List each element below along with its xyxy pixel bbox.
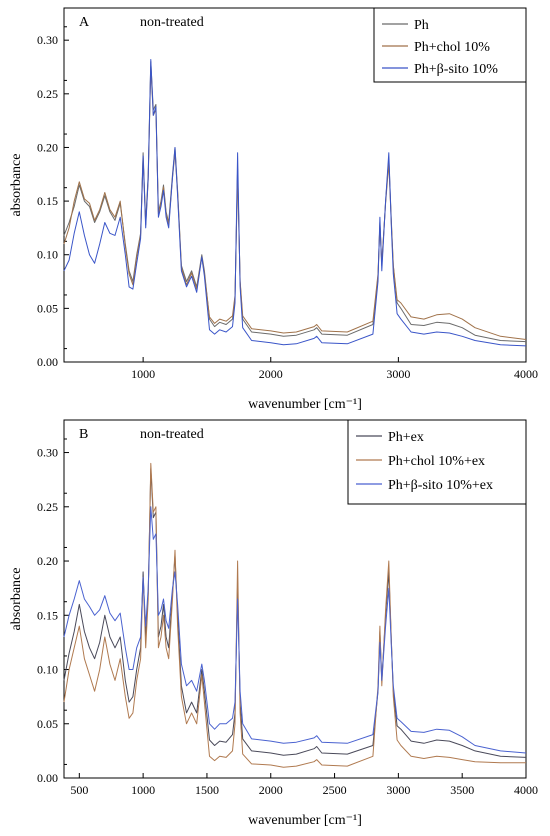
panel-annotation: non-treated [140,427,204,442]
series-line-1 [63,61,527,343]
x-tick-label: 4000 [514,783,538,797]
chart-panel-a: 0.00 0.05 0.10 0.15 0.20 0.25 0.30 1000 2000 3000… [9,7,538,412]
plot-frame [63,419,527,779]
legend-box [373,7,527,83]
x-axis-title: wavenumber [cm⁻¹] [248,813,362,828]
legend-entry: Ph+β-sito 10% [414,62,498,77]
y-axis-title: absorbance [9,568,24,631]
x-tick-label: 500 [70,783,88,797]
x-tick-label: 2000 [259,367,283,381]
x-tick-label: 1000 [131,783,155,797]
series-line-3 [63,506,527,754]
y-tick-label: 0.05 [37,717,58,731]
y-tick-label: 0.00 [37,355,58,369]
x-tick-label: 4000 [514,367,538,381]
chart-panel-b: 0.00 0.05 0.10 0.15 0.20 0.25 0.30 500 1000 1500 2… [9,419,538,828]
y-axis-title: absorbance [9,154,24,217]
y-tick-label: 0.10 [37,248,58,262]
series-line-2 [63,462,526,768]
x-tick-label: 2500 [323,783,347,797]
panel-label: B [79,427,88,442]
plot-frame [63,7,527,363]
panel-label: A [79,15,90,30]
series-line-1 [63,468,527,758]
y-tick-label: 0.15 [37,608,58,622]
x-axis-title: wavenumber [cm⁻¹] [248,397,362,412]
legend-entry: Ph [414,18,429,33]
y-tick-label: 0.30 [37,33,58,47]
series-line-2 [63,66,527,340]
x-tick-label: 2000 [259,783,283,797]
y-tick-label: 0.10 [37,663,58,677]
y-tick-label: 0.30 [37,446,58,460]
legend-box [347,419,527,505]
y-tick-label: 0.25 [37,500,58,514]
y-tick-label: 0.20 [37,554,58,568]
y-tick-label: 0.05 [37,301,58,315]
panel-annotation: non-treated [140,15,204,30]
x-tick-label: 3000 [386,367,410,381]
legend-entry: Ph+chol 10% [414,40,490,55]
y-tick-label: 0.20 [37,140,58,154]
y-tick-label: 0.15 [37,194,58,208]
y-tick-label: 0.00 [37,771,58,785]
x-tick-label: 3500 [450,783,474,797]
x-tick-label: 1500 [195,783,219,797]
legend-entry: Ph+ex [388,430,424,445]
x-tick-label: 1000 [131,367,155,381]
legend-entry: Ph+β-sito 10%+ex [388,478,493,493]
legend-entry: Ph+chol 10%+ex [388,454,485,469]
series-line-3 [63,59,527,347]
y-tick-label: 0.25 [37,87,58,101]
x-tick-label: 3000 [386,783,410,797]
